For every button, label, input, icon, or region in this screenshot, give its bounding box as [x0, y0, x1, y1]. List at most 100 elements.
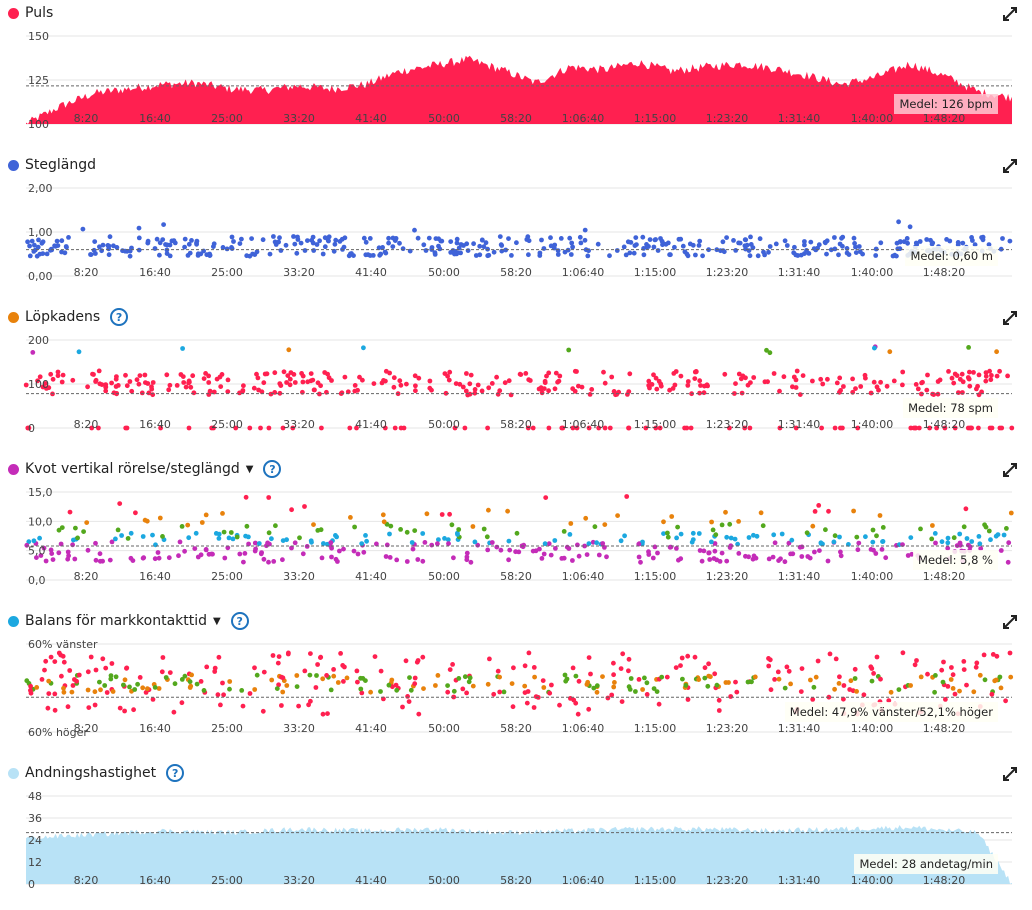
data-point [650, 555, 656, 561]
caret-down-icon[interactable]: ▼ [213, 615, 221, 627]
chart-svg-andning: 48 36 24 12 0 8:20 16:40 25:00 33:20 41:40 50:00 58… [26, 790, 1012, 891]
data-point [600, 674, 605, 679]
data-point [837, 241, 843, 247]
data-point [786, 668, 792, 674]
data-point [109, 380, 114, 386]
data-point [305, 238, 310, 243]
expand-arrows-icon[interactable] [1002, 462, 1018, 478]
data-point [226, 535, 232, 541]
data-point [823, 527, 828, 533]
data-point [714, 682, 720, 688]
mean-label: Medel: 5,8 % [913, 550, 998, 570]
data-point [957, 376, 963, 382]
data-point [784, 243, 790, 248]
x-tick-label: 33:20 [283, 722, 315, 735]
data-point [35, 378, 40, 384]
data-point [48, 371, 54, 377]
data-point [266, 425, 272, 431]
data-point [745, 679, 751, 685]
data-point [276, 682, 281, 688]
data-point [971, 689, 977, 695]
data-point [768, 687, 774, 693]
data-point [878, 240, 884, 246]
data-point [218, 702, 223, 708]
expand-arrows-icon[interactable] [1002, 766, 1018, 782]
data-point [186, 241, 192, 247]
data-point [696, 677, 702, 682]
data-point [609, 374, 615, 380]
data-point [460, 686, 466, 692]
data-point [914, 658, 919, 663]
data-point [220, 245, 226, 250]
data-point [34, 685, 40, 690]
data-point [404, 559, 410, 564]
y-tick-label: 60% höger [28, 726, 88, 739]
data-point [525, 689, 531, 694]
data-point [38, 553, 44, 558]
data-point [877, 513, 883, 518]
data-point [651, 686, 657, 691]
data-point [463, 388, 469, 394]
data-point [414, 659, 420, 665]
data-point [948, 677, 954, 682]
data-point [400, 246, 406, 252]
data-point [800, 373, 806, 378]
x-tick-label: 41:40 [355, 570, 387, 583]
expand-arrows-icon[interactable] [1002, 614, 1018, 630]
data-point [341, 244, 347, 250]
data-point [412, 675, 418, 681]
data-point [934, 425, 939, 431]
x-tick-label: 16:40 [139, 722, 171, 735]
data-point [957, 688, 962, 694]
data-point [945, 684, 951, 689]
data-point [142, 372, 148, 378]
data-point [447, 511, 452, 517]
data-point [280, 425, 286, 431]
data-point [727, 521, 733, 527]
data-point [295, 234, 300, 240]
question-circle-icon[interactable]: ? [230, 612, 249, 630]
data-point [944, 237, 949, 242]
data-point [596, 425, 602, 431]
data-point [964, 682, 969, 688]
data-point [552, 538, 558, 543]
data-point [286, 347, 292, 353]
data-point [127, 379, 133, 384]
expand-arrows-icon[interactable] [1002, 158, 1018, 174]
caret-down-icon[interactable]: ▼ [245, 463, 254, 475]
data-point [697, 390, 702, 396]
data-point [594, 683, 600, 689]
y-tick-label: 12 [28, 856, 42, 869]
data-point [231, 239, 236, 244]
x-tick-label: 8:20 [74, 266, 99, 279]
data-point [34, 555, 39, 560]
question-circle-icon[interactable]: ? [110, 308, 129, 326]
data-point [376, 245, 382, 251]
data-point [811, 684, 817, 690]
data-point [292, 540, 298, 546]
question-circle-icon[interactable]: ? [263, 460, 282, 478]
data-point [625, 239, 631, 245]
data-point [627, 250, 633, 256]
data-point [983, 373, 989, 379]
x-tick-label: 1:31:40 [778, 266, 820, 279]
expand-arrows-icon[interactable] [1002, 310, 1018, 326]
data-point [799, 666, 805, 671]
data-point [43, 658, 49, 664]
data-point [918, 674, 924, 680]
data-point [560, 425, 566, 431]
data-point [381, 519, 387, 525]
data-point [292, 380, 298, 385]
data-point [956, 390, 961, 395]
data-point [359, 541, 365, 546]
data-point [736, 519, 741, 524]
data-point [498, 547, 504, 553]
data-point [988, 377, 994, 383]
question-circle-icon[interactable]: ? [166, 764, 185, 782]
expand-arrows-icon[interactable] [1002, 6, 1018, 22]
data-point [841, 683, 847, 688]
data-point [104, 690, 110, 695]
data-point [358, 686, 364, 692]
data-point [43, 558, 49, 564]
data-point [451, 555, 456, 561]
